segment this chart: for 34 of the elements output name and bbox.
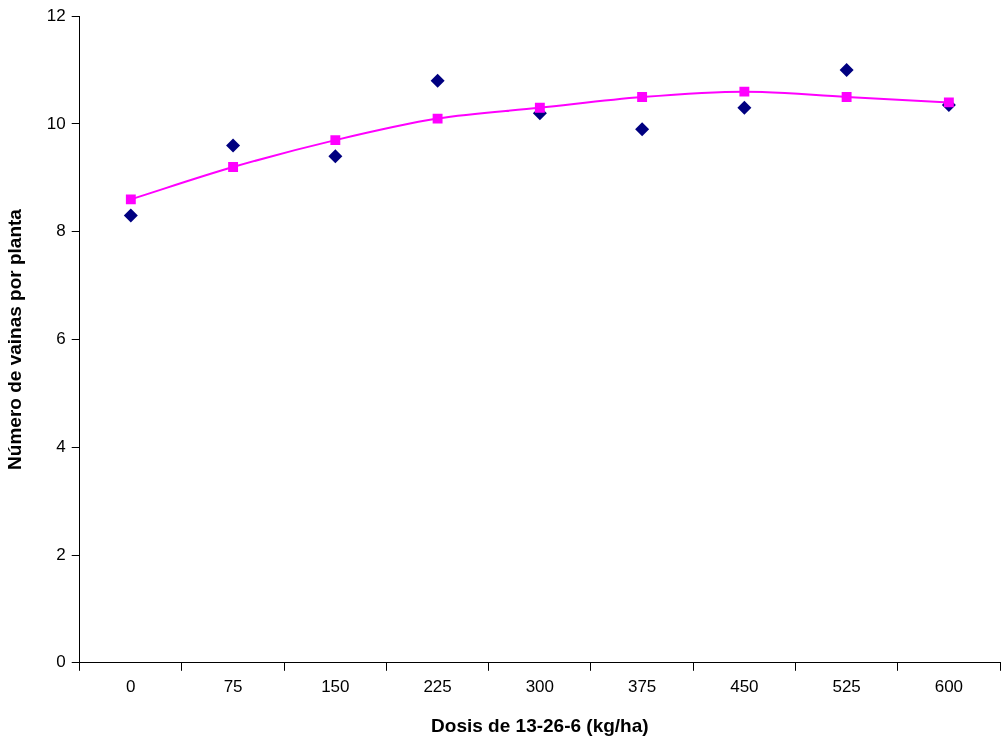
point: [841, 92, 852, 102]
point: [123, 208, 138, 223]
point: [430, 73, 445, 88]
x-tick-label: 375: [627, 676, 657, 696]
y-tick-label: 12: [46, 5, 66, 25]
point: [328, 149, 343, 164]
y-tick-label: 8: [56, 221, 66, 241]
y-tick-label: 6: [56, 329, 66, 349]
point: [839, 63, 854, 78]
x-tick-label: 600: [934, 676, 964, 696]
x-tick-label: 150: [321, 676, 350, 696]
point: [943, 97, 954, 108]
point: [228, 162, 239, 173]
point: [635, 122, 650, 137]
x-tick-label: 0: [126, 676, 136, 696]
point: [125, 194, 136, 205]
x-tick-label: 75: [223, 676, 243, 696]
x-tick-label: 300: [525, 676, 555, 696]
point: [432, 113, 443, 124]
y-tick-label: 4: [56, 436, 66, 456]
point: [226, 138, 241, 153]
point: [534, 102, 545, 113]
point: [637, 92, 648, 102]
y-tick-label: 10: [46, 113, 66, 133]
point: [737, 100, 752, 115]
x-tick-label: 525: [832, 676, 861, 696]
x-axis-title: Dosis de 13-26-6 (kg/ha): [431, 714, 649, 736]
x-tick-label: 450: [730, 676, 759, 696]
point: [739, 86, 750, 97]
y-tick-label: 2: [56, 544, 66, 564]
point: [330, 135, 341, 146]
y-tick-label: 0: [56, 652, 66, 672]
y-axis-title: Número de vainas por planta: [3, 208, 25, 470]
x-tick-label: 225: [423, 676, 452, 696]
